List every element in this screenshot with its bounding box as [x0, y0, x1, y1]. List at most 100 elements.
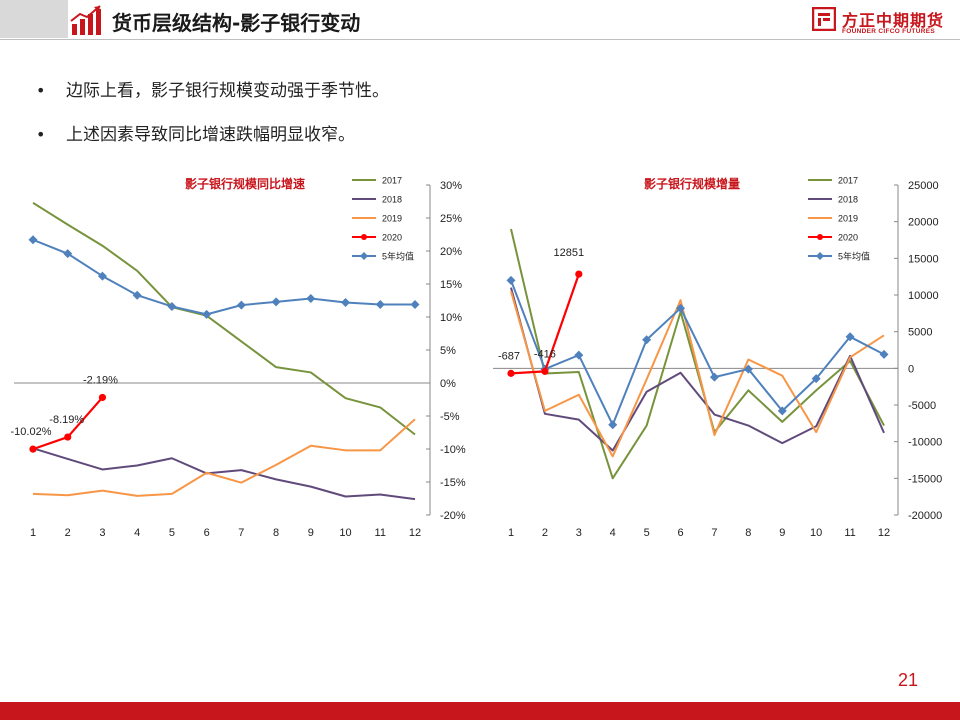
inc-data-label: 12851: [554, 247, 585, 259]
inc-point-five-year-avg: [879, 349, 889, 359]
page-title: 货币层级结构-影子银行变动: [112, 11, 361, 35]
yoy-legend-label-y2017: 2017: [382, 176, 402, 186]
inc-y-tick-label: 10000: [908, 290, 939, 302]
inc-y-tick-label: 0: [908, 363, 914, 375]
inc-series-line-y2019: [510, 291, 885, 458]
inc-x-tick-label: 1: [508, 527, 514, 539]
yoy-point-y2020: [64, 433, 72, 441]
inc-data-label: -416: [534, 348, 556, 360]
bullet-item: • 边际上看，影子银行规模变动强于季节性。: [36, 78, 389, 122]
yoy-data-label: -2.19%: [83, 374, 118, 386]
yoy-y-tick-label: 30%: [440, 180, 462, 192]
inc-series-line-y2018: [510, 287, 885, 452]
inc-series-line-five-year-avg: [510, 279, 885, 426]
yoy-legend-label-five-year-avg: 5年均值: [382, 251, 414, 262]
header-accent-band: [0, 0, 68, 38]
yoy-x-tick-label: 11: [375, 527, 386, 539]
yoy-x-tick-label: 2: [65, 527, 71, 539]
yoy-x-tick-label: 12: [409, 527, 421, 539]
yoy-y-tick-label: 5%: [440, 345, 456, 357]
inc-y-tick-label: 25000: [908, 180, 939, 192]
yoy-point-five-year-avg: [97, 271, 107, 281]
inc-legend-label-y2017: 2017: [838, 176, 858, 186]
inc-point-y2020: [575, 270, 583, 278]
yoy-series-line-y2017: [32, 201, 416, 436]
yoy-series-line-y2019: [32, 418, 416, 497]
header-divider: [0, 39, 960, 40]
inc-x-tick-label: 5: [644, 527, 650, 539]
yoy-data-label: -10.02%: [11, 426, 52, 438]
inc-point-five-year-avg: [574, 350, 584, 360]
inc-legend-label-y2019: 2019: [838, 214, 858, 224]
inc-legend-label-y2020: 2020: [838, 233, 858, 243]
yoy-y-tick-label: -20%: [440, 510, 466, 522]
page-number: 21: [898, 670, 919, 690]
yoy-y-tick-label: 20%: [440, 246, 462, 258]
inc-x-tick-label: 3: [576, 527, 582, 539]
inc-legend-marker: [816, 252, 824, 260]
inc-point-five-year-avg: [709, 372, 719, 382]
yoy-series-line-five-year-avg: [32, 238, 415, 316]
yoy-y-tick-label: 15%: [440, 279, 462, 291]
increment-chart: 影子银行规模增量 25000 20000 15000 10000 5000 0 -5000 -1…: [493, 176, 942, 539]
yoy-x-tick-label: 1: [30, 527, 36, 539]
yoy-point-five-year-avg: [306, 294, 316, 304]
yoy-x-tick-label: 9: [308, 527, 314, 539]
inc-data-label: -687: [498, 350, 520, 362]
inc-y-tick-label: -10000: [908, 437, 942, 449]
company-logo-mark-icon: [812, 7, 836, 31]
yoy-x-tick-label: 7: [238, 527, 244, 539]
yoy-legend-label-y2019: 2019: [382, 214, 402, 224]
yoy-series-line-y2018: [32, 447, 416, 501]
company-logo: 方正中期期货 FOUNDER CIFCO FUTURES: [812, 7, 952, 39]
yoy-x-tick-label: 4: [134, 527, 140, 539]
inc-point-y2020: [541, 367, 549, 375]
inc-x-tick-label: 7: [711, 527, 717, 539]
footer-bar: [0, 702, 960, 720]
inc-point-five-year-avg: [608, 420, 618, 430]
inc-x-tick-label: 10: [810, 527, 822, 539]
inc-point-five-year-avg: [811, 374, 821, 384]
yoy-y-tick-label: 25%: [440, 213, 462, 225]
inc-x-tick-label: 12: [878, 527, 890, 539]
inc-legend-marker: [817, 234, 823, 240]
inc-y-tick-label: -15000: [908, 473, 942, 485]
inc-point-five-year-avg: [845, 332, 855, 342]
inc-x-tick-label: 9: [779, 527, 785, 539]
inc-point-y2020: [507, 369, 515, 377]
yoy-x-tick-label: 6: [204, 527, 210, 539]
yoy-point-five-year-avg: [63, 249, 73, 259]
yoy-legend-label-y2020: 2020: [382, 233, 402, 243]
yoy-y-tick-label: 10%: [440, 312, 462, 324]
yoy-point-five-year-avg: [167, 301, 177, 311]
bullet-dot-icon: •: [36, 125, 46, 144]
yoy-point-five-year-avg: [341, 297, 351, 307]
bullet-list: • 边际上看，影子银行规模变动强于季节性。 • 上述因素导致同比增速跌幅明显收窄。: [36, 78, 389, 166]
yoy-point-five-year-avg: [28, 235, 38, 245]
yoy-point-five-year-avg: [132, 290, 142, 300]
inc-point-five-year-avg: [743, 364, 753, 374]
yoy-legend-label-y2018: 2018: [382, 195, 402, 205]
inc-x-tick-label: 2: [542, 527, 548, 539]
inc-legend-label-five-year-avg: 5年均值: [838, 251, 870, 262]
inc-y-tick-label: -5000: [908, 400, 936, 412]
bullet-text: 边际上看，影子银行规模变动强于季节性。: [66, 81, 389, 101]
yoy-point-five-year-avg: [271, 297, 281, 307]
inc-x-tick-label: 6: [677, 527, 683, 539]
inc-point-five-year-avg: [777, 406, 787, 416]
yoy-legend-marker: [361, 234, 367, 240]
header: 货币层级结构-影子银行变动 方正中期期货 FOUNDER CIFCO FUTUR…: [0, 0, 960, 42]
inc-y-tick-label: -20000: [908, 510, 942, 522]
yoy-y-tick-label: -5%: [440, 411, 460, 423]
logo-text-cn: 方正中期期货: [842, 11, 945, 30]
yoy-data-label: -8.19%: [49, 414, 84, 426]
inc-x-tick-label: 11: [844, 527, 855, 539]
yoy-x-tick-label: 3: [99, 527, 105, 539]
yoy-point-five-year-avg: [236, 300, 246, 310]
inc-y-tick-label: 5000: [908, 327, 932, 339]
bullet-item: • 上述因素导致同比增速跌幅明显收窄。: [36, 122, 389, 166]
yoy-point-y2020: [98, 393, 107, 402]
yoy-x-tick-label: 8: [273, 527, 279, 539]
inc-y-tick-label: 15000: [908, 253, 939, 265]
yoy-point-y2020: [29, 445, 37, 453]
